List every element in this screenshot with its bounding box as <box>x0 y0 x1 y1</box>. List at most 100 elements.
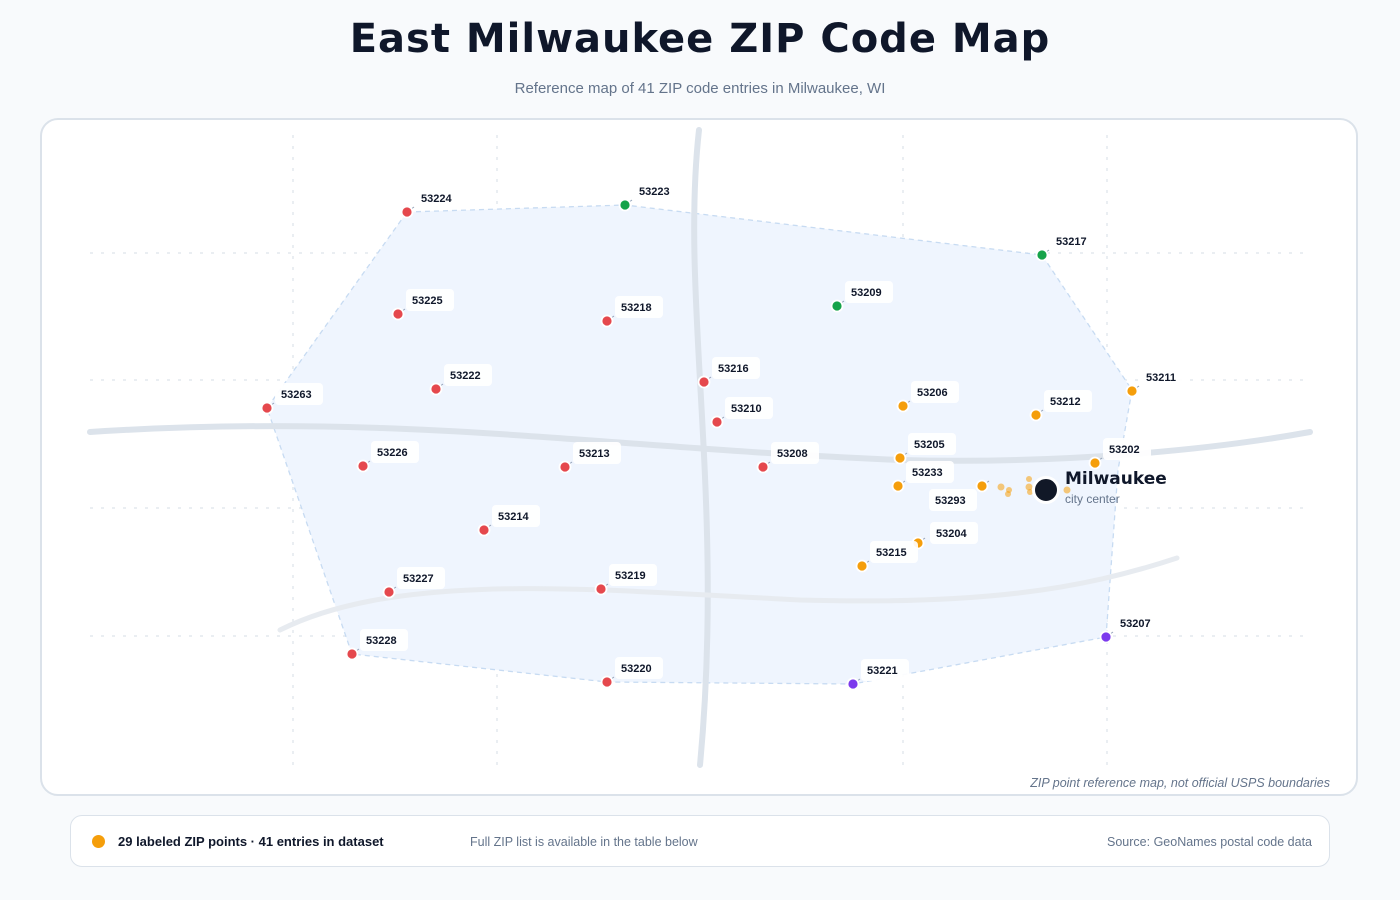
zip-marker-53208[interactable]: 53208 <box>756 442 820 474</box>
zip-marker-53218[interactable]: 53218 <box>600 296 664 328</box>
zip-label: 53220 <box>621 663 652 675</box>
city-center-marker[interactable]: Milwaukee city center <box>1032 469 1167 506</box>
zip-dot[interactable] <box>975 479 989 493</box>
zip-label: 53206 <box>917 387 948 399</box>
zip-marker-53221[interactable]: 53221 <box>846 659 910 691</box>
zip-marker-53233[interactable]: 53233 <box>891 461 955 493</box>
zip-dot[interactable] <box>1125 384 1139 398</box>
zip-label: 53293 <box>935 495 966 507</box>
road-north-south <box>691 127 711 768</box>
zip-dot[interactable] <box>846 677 860 691</box>
zip-marker-53225[interactable]: 53225 <box>391 289 455 321</box>
city-name-label: Milwaukee <box>1065 469 1167 489</box>
zip-label: 53222 <box>450 370 481 382</box>
zip-marker-53211[interactable]: 53211 <box>1125 366 1189 398</box>
cluster-dots <box>997 476 1071 497</box>
zip-label-background <box>906 461 954 483</box>
zip-label-background <box>615 657 663 679</box>
zip-dot[interactable] <box>1029 408 1043 422</box>
zip-marker-53207[interactable]: 53207 <box>1099 612 1163 644</box>
zip-label-background <box>444 364 492 386</box>
zip-label-background <box>1044 390 1092 412</box>
zip-marker-53216[interactable]: 53216 <box>697 357 761 389</box>
zip-marker-53227[interactable]: 53227 <box>382 567 446 599</box>
zip-marker-53224[interactable]: 53224 <box>400 187 464 219</box>
zip-label: 53223 <box>639 186 670 198</box>
zip-marker-53213[interactable]: 53213 <box>558 442 622 474</box>
zip-dot[interactable] <box>756 460 770 474</box>
zip-dot[interactable] <box>345 647 359 661</box>
zip-dot[interactable] <box>697 375 711 389</box>
zip-marker-53228[interactable]: 53228 <box>345 629 409 661</box>
zip-marker-53209[interactable]: 53209 <box>830 281 894 313</box>
zip-dot[interactable] <box>356 459 370 473</box>
zip-label-background <box>633 180 681 202</box>
zip-label: 53218 <box>621 302 652 314</box>
zip-marker-53204[interactable]: 53204 <box>911 522 979 550</box>
zip-marker-53223[interactable]: 53223 <box>618 180 682 212</box>
zip-label: 53224 <box>421 193 452 205</box>
zip-marker-53212[interactable]: 53212 <box>1029 390 1093 422</box>
zip-dot[interactable] <box>594 582 608 596</box>
zip-dot[interactable] <box>618 198 632 212</box>
zip-dot[interactable] <box>1088 456 1102 470</box>
zip-label-background <box>397 567 445 589</box>
zip-marker-53217[interactable]: 53217 <box>1035 230 1099 262</box>
zip-marker-53220[interactable]: 53220 <box>600 657 664 689</box>
zip-label-background <box>771 442 819 464</box>
zip-dot[interactable] <box>429 382 443 396</box>
zip-dot[interactable] <box>382 585 396 599</box>
zip-marker-53214[interactable]: 53214 <box>477 505 541 537</box>
zip-label-background <box>725 397 773 419</box>
zip-label: 53212 <box>1050 396 1081 408</box>
zip-marker-53293[interactable]: 53293 <box>929 479 990 512</box>
zip-label: 53205 <box>914 439 945 451</box>
zip-dot[interactable] <box>260 401 274 415</box>
zip-marker-53263[interactable]: 53263 <box>260 383 324 415</box>
zip-label-background <box>371 441 419 463</box>
zip-label-background <box>1103 438 1151 460</box>
data-source: Source: GeoNames postal code data <box>1107 835 1312 849</box>
zip-marker-53226[interactable]: 53226 <box>356 441 420 473</box>
zip-label-background <box>360 629 408 651</box>
zip-label-background <box>911 381 959 403</box>
zip-dot[interactable] <box>893 451 907 465</box>
zip-dot[interactable] <box>855 559 869 573</box>
zip-dot[interactable] <box>600 314 614 328</box>
legend-bar: 29 labeled ZIP points · 41 entries in da… <box>70 815 1330 867</box>
zip-dot[interactable] <box>391 307 405 321</box>
zip-label-background <box>1114 612 1162 634</box>
zip-marker-53222[interactable]: 53222 <box>429 364 493 396</box>
zip-marker-53219[interactable]: 53219 <box>594 564 658 596</box>
zip-label: 53233 <box>912 467 943 479</box>
zip-label: 53216 <box>718 363 749 375</box>
zip-label: 53228 <box>366 635 397 647</box>
zip-label-background <box>870 541 918 563</box>
zip-dot[interactable] <box>600 675 614 689</box>
zip-label-background <box>712 357 760 379</box>
zip-label: 53217 <box>1056 236 1087 248</box>
zip-dot[interactable] <box>710 415 724 429</box>
zip-dot[interactable] <box>891 479 905 493</box>
zip-dot[interactable] <box>830 299 844 313</box>
zip-marker-53206[interactable]: 53206 <box>896 381 960 413</box>
zip-marker-53210[interactable]: 53210 <box>710 397 774 429</box>
zip-marker-53202[interactable]: 53202 <box>1088 438 1152 470</box>
zip-label-background <box>415 187 463 209</box>
zip-marker-53215[interactable]: 53215 <box>855 541 919 573</box>
zip-dot[interactable] <box>558 460 572 474</box>
zip-dot[interactable] <box>1099 630 1113 644</box>
legend-label: 29 labeled ZIP points · 41 entries in da… <box>118 834 384 849</box>
city-center-sublabel: city center <box>1065 492 1120 506</box>
zip-dot[interactable] <box>400 205 414 219</box>
zip-dot[interactable] <box>477 523 491 537</box>
road-south <box>277 555 1180 633</box>
city-center-dot[interactable] <box>1032 476 1060 504</box>
zip-dot[interactable] <box>896 399 910 413</box>
zip-marker-53205[interactable]: 53205 <box>893 433 957 465</box>
zip-label-background <box>615 296 663 318</box>
zip-dot[interactable] <box>1035 248 1049 262</box>
legend-marker-icon <box>92 835 105 848</box>
map-disclaimer: ZIP point reference map, not official US… <box>1030 776 1330 790</box>
